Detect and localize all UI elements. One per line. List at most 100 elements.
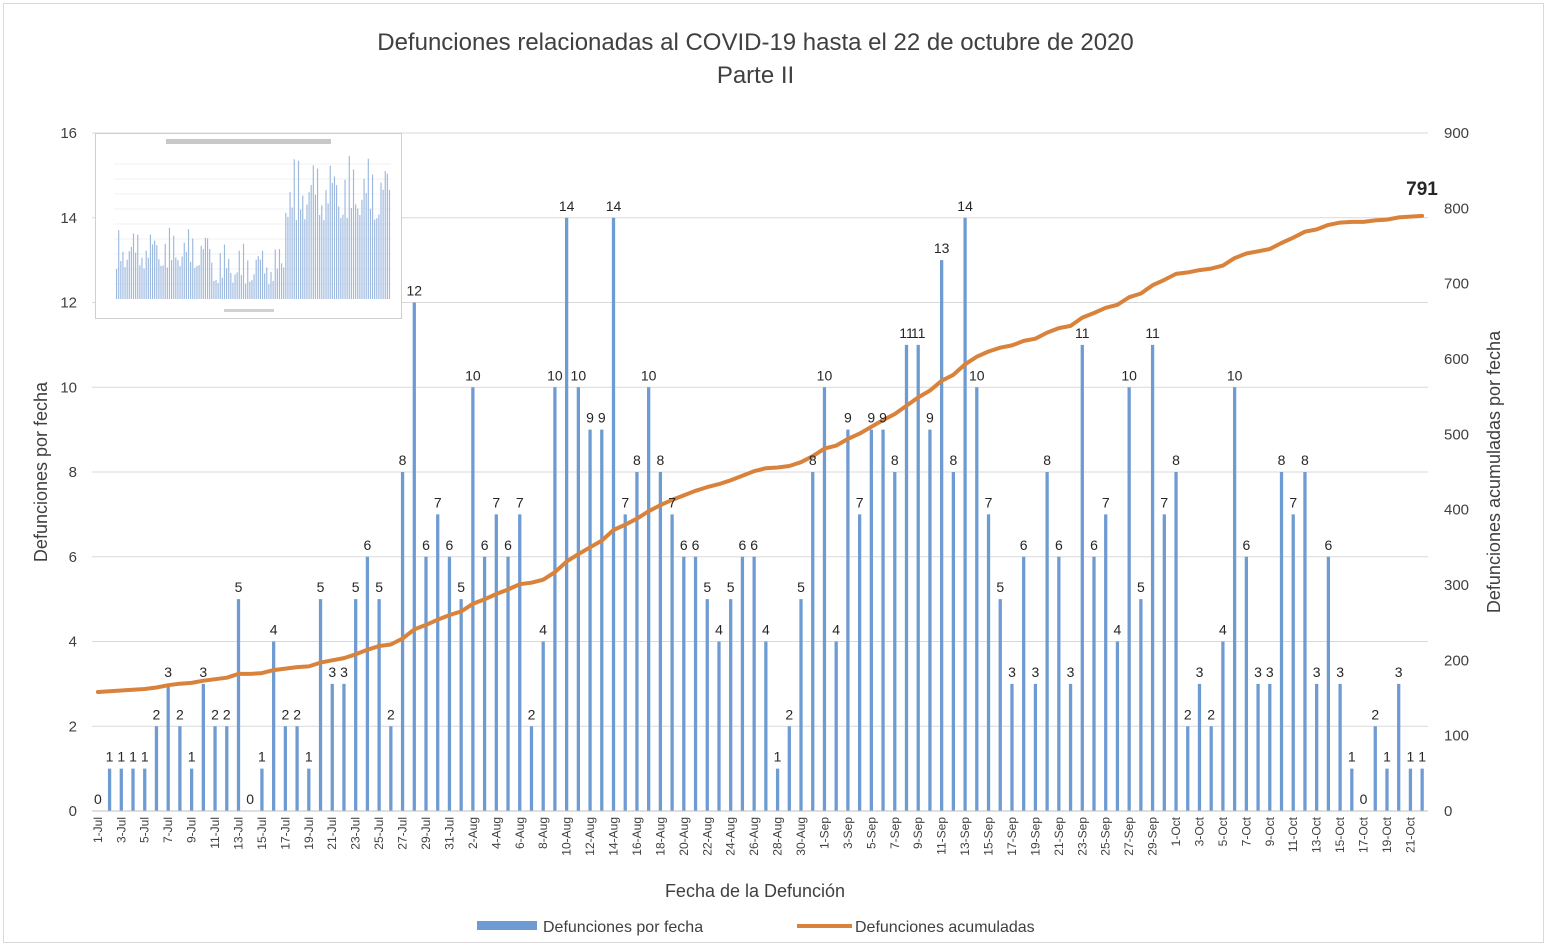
inset-bar — [230, 273, 232, 299]
inset-bar — [154, 240, 156, 299]
x-tick-label: 29-Jul — [419, 817, 433, 850]
bar-data-label: 10 — [1121, 367, 1137, 383]
bar-data-label: 2 — [1207, 706, 1215, 722]
inset-bar — [175, 257, 177, 299]
bar — [1104, 514, 1108, 811]
bar — [272, 641, 276, 811]
bar-data-label: 3 — [1336, 664, 1344, 680]
bar-data-label: 5 — [457, 579, 465, 595]
inset-bar — [270, 271, 272, 299]
bar-data-label: 7 — [434, 494, 442, 510]
y-left-tick-label: 2 — [69, 718, 77, 735]
bar — [1221, 641, 1225, 811]
bar — [764, 641, 768, 811]
bar — [1115, 641, 1120, 811]
inset-bar — [321, 205, 323, 299]
chart-title-block: Defunciones relacionadas al COVID-19 has… — [0, 26, 1511, 92]
bar — [459, 599, 463, 811]
y-left-tick-label: 8 — [69, 464, 77, 481]
bar — [119, 768, 123, 811]
inset-bar — [236, 272, 238, 299]
x-tick-label: 24-Aug — [724, 817, 738, 856]
inset-bar — [128, 251, 130, 299]
inset-bar — [171, 260, 173, 299]
inset-bar — [310, 184, 312, 299]
bar — [1397, 683, 1401, 811]
x-tick-label: 7-Jul — [161, 817, 175, 843]
bar — [471, 387, 475, 811]
bar-data-label: 4 — [539, 622, 547, 638]
y-right-tick-label: 500 — [1444, 426, 1469, 443]
bar — [1080, 344, 1084, 811]
bar — [1045, 472, 1049, 811]
bar-data-label: 7 — [492, 494, 500, 510]
inset-bar — [183, 242, 185, 299]
bar-data-label: 2 — [153, 706, 161, 722]
y-left-tick-label: 0 — [69, 803, 77, 820]
bar — [330, 683, 334, 811]
bar — [354, 599, 358, 811]
bar — [1268, 683, 1272, 811]
inset-bar — [130, 246, 132, 299]
y-left-tick-label: 12 — [60, 295, 77, 312]
bar-data-label: 10 — [1227, 367, 1243, 383]
y-right-tick-label: 800 — [1444, 200, 1469, 217]
bar-data-label: 2 — [211, 706, 219, 722]
inset-bar — [384, 171, 386, 299]
bar — [1127, 387, 1131, 811]
bar — [189, 768, 194, 811]
bar-data-label: 3 — [164, 664, 172, 680]
chart-frame — [3, 3, 1544, 943]
bar — [1256, 683, 1260, 811]
chart-title: Defunciones relacionadas al COVID-19 has… — [377, 29, 1134, 56]
inset-bar — [194, 267, 196, 299]
bar — [576, 387, 580, 811]
bar-data-label: 5 — [352, 579, 360, 595]
inset-bar — [359, 214, 361, 299]
inset-bar — [314, 194, 317, 299]
inset-bar — [247, 260, 249, 299]
bar-data-label: 9 — [844, 410, 852, 426]
bar-data-label: 3 — [328, 664, 336, 680]
inset-bars — [116, 155, 391, 299]
bar-data-label: 2 — [785, 706, 793, 722]
bar — [541, 641, 545, 811]
inset-bar — [344, 179, 346, 299]
bar-data-label: 2 — [528, 706, 536, 722]
bar — [1232, 387, 1237, 811]
inset-bar — [200, 245, 202, 299]
bar — [1209, 726, 1213, 811]
x-tick-label: 17-Sep — [1005, 817, 1019, 856]
inset-bar — [135, 252, 137, 299]
bar-data-label: 9 — [598, 410, 606, 426]
inset-bar — [374, 219, 376, 299]
x-tick-label: 7-Oct — [1239, 816, 1253, 846]
x-tick-label: 14-Aug — [607, 817, 621, 856]
bar — [1303, 472, 1307, 811]
bar — [975, 387, 979, 811]
inset-bar — [143, 268, 145, 299]
inset-bar — [257, 256, 259, 299]
bar-data-label: 5 — [235, 579, 243, 595]
inset-bar — [331, 183, 333, 299]
x-tick-label: 18-Aug — [653, 817, 667, 856]
bar-data-label: 8 — [1278, 452, 1286, 468]
x-tick-label: 4-Aug — [489, 817, 503, 849]
y-right-tick-label: 900 — [1444, 125, 1469, 142]
bar-data-label: 8 — [891, 452, 899, 468]
bar — [647, 387, 651, 811]
bar-data-label: 0 — [94, 791, 102, 807]
inset-bar — [141, 257, 143, 299]
x-tick-label: 28-Aug — [771, 817, 785, 856]
y-axis-right-title: Defunciones acumuladas por fecha — [1484, 330, 1504, 613]
bar-data-label: 3 — [340, 664, 348, 680]
inset-bar — [357, 208, 359, 299]
bar — [705, 599, 709, 811]
bar-data-label: 11 — [1075, 325, 1090, 341]
inset-bar — [388, 189, 391, 299]
y-right-tick-label: 600 — [1444, 351, 1469, 368]
bar-data-label: 9 — [926, 410, 934, 426]
x-tick-label: 15-Oct — [1333, 816, 1347, 853]
y-left-tick-label: 6 — [69, 549, 77, 566]
bar-data-label: 4 — [1219, 622, 1227, 638]
